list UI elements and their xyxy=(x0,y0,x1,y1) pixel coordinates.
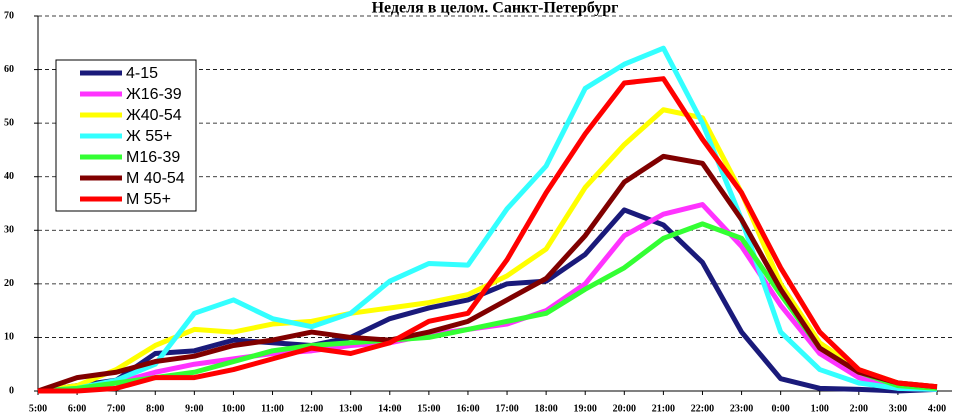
x-tick-label: 23:00 xyxy=(730,403,753,413)
legend-label: М 40-54 xyxy=(126,170,185,187)
x-tick-label: 6:00 xyxy=(68,403,86,413)
x-tick-label: 5:00 xyxy=(29,403,47,413)
legend-label: М16-39 xyxy=(126,149,180,166)
x-tick-label: 17:00 xyxy=(495,403,518,413)
x-tick-label: 13:00 xyxy=(339,403,362,413)
x-tick-label: 9:00 xyxy=(185,403,203,413)
x-tick-label: 2:00 xyxy=(850,403,868,413)
chart-title: Неделя в целом. Санкт-Петербург xyxy=(372,0,619,17)
y-tick-label: 10 xyxy=(4,332,14,343)
y-tick-label: 50 xyxy=(4,117,14,128)
legend-box xyxy=(55,59,197,212)
x-tick-label: 18:00 xyxy=(534,403,557,413)
legend-label: 4-15 xyxy=(126,65,158,82)
legend-label: Ж16-39 xyxy=(126,86,182,103)
x-tick-label: 8:00 xyxy=(146,403,164,413)
series-line xyxy=(37,207,938,394)
x-tick-label: 0:00 xyxy=(771,403,789,413)
legend-label: Ж 55+ xyxy=(126,128,172,145)
x-tick-label: 15:00 xyxy=(417,403,440,413)
x-tick-label: 11:00 xyxy=(261,403,284,413)
x-tick-label: 4:00 xyxy=(928,403,946,413)
x-tick-label: 16:00 xyxy=(456,403,479,413)
series-line xyxy=(38,76,938,394)
y-tick-label: 0 xyxy=(9,385,14,396)
x-tick-label: 19:00 xyxy=(574,403,597,413)
x-tick-label: 3:00 xyxy=(889,403,907,413)
x-tick-label: 12:00 xyxy=(300,403,323,413)
series-line xyxy=(37,45,938,394)
y-tick-label: 40 xyxy=(4,171,14,182)
y-tick-label: 30 xyxy=(4,225,14,236)
x-tick-label: 14:00 xyxy=(378,403,401,413)
y-tick-label: 20 xyxy=(4,278,14,289)
x-tick-label: 22:00 xyxy=(691,403,714,413)
x-tick-label: 10:00 xyxy=(222,403,245,413)
x-tick-label: 7:00 xyxy=(107,403,125,413)
series-line xyxy=(37,153,938,394)
series-line xyxy=(37,202,938,394)
x-tick-label: 20:00 xyxy=(613,403,636,413)
x-tick-label: 1:00 xyxy=(811,403,829,413)
y-tick-label: 60 xyxy=(4,64,14,75)
legend-label: М 55+ xyxy=(126,191,171,208)
x-tick-label: 21:00 xyxy=(652,403,675,413)
legend-label: Ж40-54 xyxy=(126,107,182,124)
y-tick-label: 70 xyxy=(4,10,14,21)
